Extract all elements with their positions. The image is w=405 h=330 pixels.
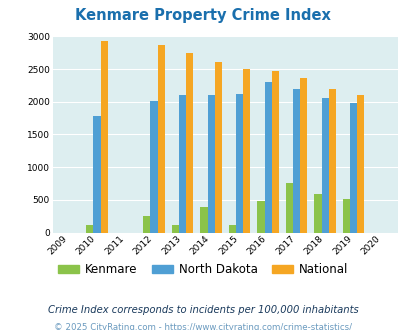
- Bar: [299, 78, 307, 233]
- Bar: [100, 41, 107, 233]
- Bar: [150, 101, 157, 233]
- Bar: [185, 53, 193, 233]
- Bar: [292, 89, 299, 233]
- Text: Kenmare Property Crime Index: Kenmare Property Crime Index: [75, 8, 330, 23]
- Text: © 2025 CityRating.com - https://www.cityrating.com/crime-statistics/: © 2025 CityRating.com - https://www.city…: [54, 323, 351, 330]
- Bar: [271, 71, 278, 233]
- Bar: [93, 116, 100, 233]
- Bar: [179, 95, 185, 233]
- Bar: [321, 98, 328, 233]
- Text: Crime Index corresponds to incidents per 100,000 inhabitants: Crime Index corresponds to incidents per…: [47, 305, 358, 315]
- Bar: [328, 89, 335, 233]
- Bar: [235, 94, 243, 233]
- Bar: [86, 225, 93, 233]
- Legend: Kenmare, North Dakota, National: Kenmare, North Dakota, National: [53, 259, 352, 281]
- Bar: [285, 183, 292, 233]
- Bar: [243, 69, 249, 233]
- Bar: [143, 215, 150, 233]
- Bar: [257, 201, 264, 233]
- Bar: [171, 225, 179, 233]
- Bar: [207, 95, 214, 233]
- Bar: [200, 207, 207, 233]
- Bar: [157, 46, 164, 233]
- Bar: [314, 194, 321, 233]
- Bar: [264, 82, 271, 233]
- Bar: [356, 95, 363, 233]
- Bar: [342, 199, 349, 233]
- Bar: [349, 103, 356, 233]
- Bar: [228, 225, 235, 233]
- Bar: [214, 62, 221, 233]
